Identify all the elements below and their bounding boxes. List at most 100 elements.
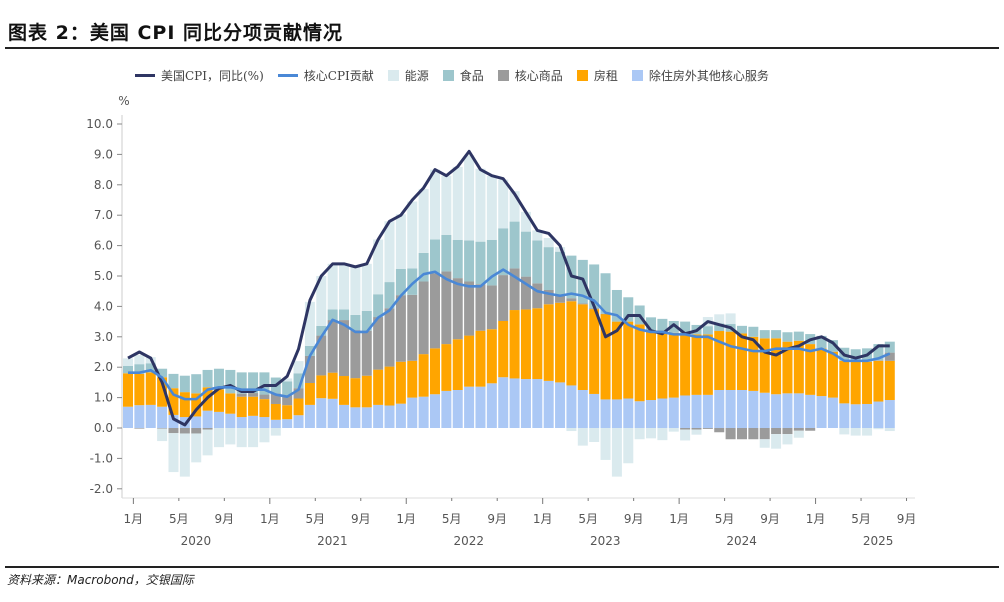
- bar-除住房外其他核心服务: [623, 398, 634, 428]
- bar-能源: [191, 433, 202, 463]
- bar-核心商品: [248, 393, 259, 397]
- bar-能源: [259, 428, 270, 443]
- bar-除住房外其他核心服务: [259, 417, 270, 428]
- bar-除住房外其他核心服务: [611, 399, 622, 428]
- bar-食品: [589, 264, 600, 309]
- bar-食品: [543, 247, 554, 290]
- bar-能源: [657, 428, 668, 441]
- bar-能源: [714, 314, 725, 324]
- bar-能源: [509, 191, 520, 222]
- legend-swatch: [277, 74, 298, 77]
- bar-房租: [611, 321, 622, 400]
- bar-核心商品: [293, 388, 304, 399]
- bar-房租: [805, 344, 816, 395]
- bar-食品: [623, 297, 634, 322]
- y-axis-unit: %: [118, 94, 129, 108]
- bar-除住房外其他核心服务: [248, 415, 259, 428]
- bar-核心商品: [282, 395, 293, 406]
- bar-食品: [361, 310, 372, 331]
- bar-能源: [304, 301, 315, 346]
- bar-房租: [486, 329, 497, 384]
- bar-除住房外其他核心服务: [782, 393, 793, 428]
- bar-房租: [429, 348, 440, 395]
- bar-除住房外其他核心服务: [816, 396, 827, 428]
- bar-除住房外其他核心服务: [839, 403, 850, 428]
- bar-除住房外其他核心服务: [555, 382, 566, 428]
- year-label: 2021: [317, 534, 348, 548]
- bar-能源: [202, 429, 213, 456]
- bar-能源: [725, 313, 736, 325]
- bar-能源: [168, 433, 179, 473]
- bar-能源: [577, 428, 588, 446]
- x-tick-label: 9月: [897, 512, 917, 526]
- bar-食品: [520, 231, 531, 277]
- bar-核心商品: [407, 294, 418, 361]
- bar-房租: [316, 375, 327, 399]
- bar-房租: [475, 330, 486, 387]
- bar-除住房外其他核心服务: [395, 403, 406, 428]
- bar-除住房外其他核心服务: [668, 397, 679, 428]
- bar-能源: [418, 189, 429, 253]
- bar-除住房外其他核心服务: [657, 398, 668, 428]
- bar-房租: [157, 377, 168, 407]
- bar-房租: [816, 348, 827, 397]
- bar-除住房外其他核心服务: [361, 407, 372, 428]
- bar-房租: [259, 399, 270, 418]
- bar-房租: [509, 310, 520, 379]
- bar-能源: [123, 358, 133, 366]
- y-tick-label: -2.0: [90, 482, 113, 496]
- bar-食品: [452, 239, 463, 279]
- bar-能源: [691, 429, 702, 435]
- bar-房租: [725, 331, 736, 390]
- bar-核心商品: [429, 273, 440, 349]
- y-tick-label: 9.0: [94, 147, 113, 161]
- bar-房租: [714, 331, 725, 390]
- bar-核心商品: [520, 276, 531, 310]
- bar-除住房外其他核心服务: [429, 394, 440, 428]
- bar-能源: [236, 428, 247, 448]
- y-tick-label: -1.0: [90, 451, 113, 465]
- bar-除住房外其他核心服务: [441, 390, 452, 428]
- legend-label: 美国CPI，同比(%): [161, 69, 264, 83]
- bar-能源: [134, 355, 145, 365]
- bar-核心商品: [725, 428, 736, 440]
- bar-房租: [702, 334, 713, 395]
- y-tick-label: 2.0: [94, 360, 113, 374]
- bar-食品: [145, 363, 156, 373]
- bar-能源: [589, 428, 600, 442]
- bar-能源: [839, 428, 850, 435]
- bar-除住房外其他核心服务: [282, 419, 293, 428]
- bar-核心商品: [691, 428, 702, 430]
- bar-房租: [543, 304, 554, 381]
- bar-食品: [441, 234, 452, 272]
- title-rule: [5, 47, 999, 49]
- footer-rule: [5, 566, 999, 568]
- bar-食品: [600, 273, 611, 314]
- bar-食品: [748, 326, 759, 337]
- bar-核心商品: [202, 428, 213, 430]
- bar-除住房外其他核心服务: [566, 385, 577, 428]
- bar-核心商品: [373, 317, 384, 370]
- bar-食品: [213, 368, 224, 390]
- bar-核心商品: [418, 281, 429, 355]
- bar-食品: [486, 239, 497, 286]
- bar-核心商品: [680, 428, 691, 430]
- bar-食品: [816, 335, 827, 349]
- bar-除住房外其他核心服务: [736, 390, 747, 428]
- bar-房租: [418, 354, 429, 397]
- bar-除住房外其他核心服务: [771, 394, 782, 428]
- bar-食品: [168, 373, 179, 389]
- bar-核心商品: [566, 298, 577, 302]
- x-tick-label: 9月: [624, 512, 644, 526]
- bar-除住房外其他核心服务: [202, 410, 213, 428]
- y-tick-label: 10.0: [86, 117, 113, 131]
- y-tick-label: 8.0: [94, 178, 113, 192]
- bar-除住房外其他核心服务: [691, 394, 702, 428]
- x-tick-label: 9月: [351, 512, 371, 526]
- legend-swatch: [576, 70, 588, 81]
- bar-食品: [157, 368, 168, 378]
- bar-除住房外其他核心服务: [680, 395, 691, 428]
- bar-除住房外其他核心服务: [634, 401, 645, 428]
- bar-食品: [123, 365, 133, 374]
- bar-房租: [236, 396, 247, 418]
